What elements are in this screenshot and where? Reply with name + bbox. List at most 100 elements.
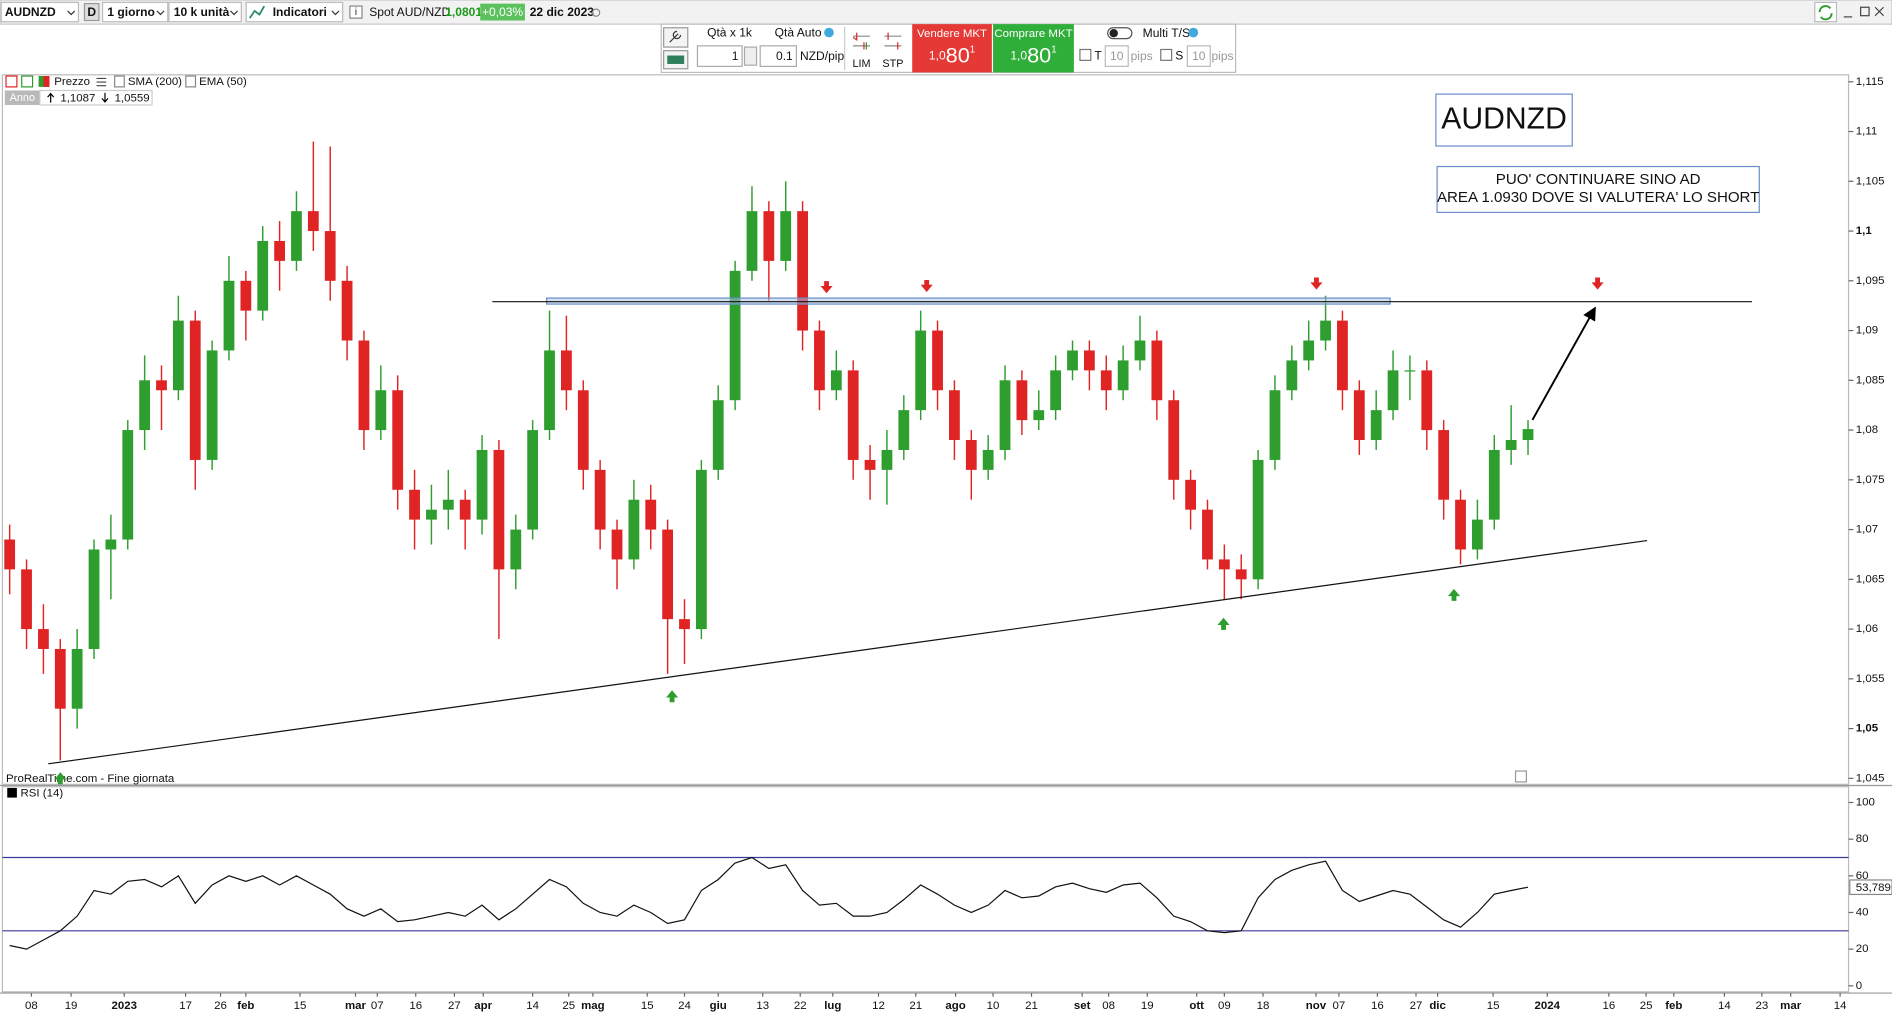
candle-body <box>999 380 1011 450</box>
sell-button[interactable]: Vendere MKT 1,0801 <box>912 24 992 73</box>
candle-body <box>729 270 741 401</box>
buy-button[interactable]: Comprare MKT 1,0801 <box>993 24 1074 73</box>
candle-body <box>1387 370 1399 411</box>
size-box[interactable] <box>168 1 242 23</box>
projection-arrow <box>1531 306 1597 421</box>
checkbox[interactable] <box>114 75 125 88</box>
candle-body <box>1151 340 1163 401</box>
tick-label: 16 <box>1371 1000 1384 1012</box>
candle-body <box>544 350 555 431</box>
period-code[interactable]: D <box>87 5 96 19</box>
legend-icon[interactable] <box>21 75 34 88</box>
tick-label: 1,065 <box>1856 573 1885 585</box>
tick-label: feb <box>237 1000 254 1012</box>
lim-icon[interactable] <box>853 35 870 47</box>
timeframe[interactable]: 1 giorno <box>107 5 155 19</box>
tick-label: 27 <box>1410 1000 1423 1012</box>
tick-label: 09 <box>1218 1000 1231 1012</box>
tick-label: 1,07 <box>1856 524 1878 536</box>
t-checkbox[interactable] <box>1079 48 1092 61</box>
s-input[interactable] <box>1186 45 1211 67</box>
multi: Multi T/S <box>1143 26 1190 40</box>
symbol-select[interactable]: AUDNZD <box>0 1 80 23</box>
price-legend: Prezzo SMA (200) EMA (50) Anno 1,1087 1,… <box>4 75 247 106</box>
legend-swatch <box>43 76 50 87</box>
qty-spinner[interactable] <box>743 46 758 66</box>
stp-icon[interactable] <box>884 35 902 47</box>
buy-bg[interactable] <box>993 24 1074 73</box>
buy-label[interactable]: Comprare MKT <box>994 28 1072 40</box>
s-value[interactable]: 10 <box>1192 49 1206 63</box>
candle-body <box>847 370 859 460</box>
info-icon[interactable] <box>349 5 363 19</box>
up-icon <box>47 92 55 103</box>
tick-label: 15 <box>641 1000 654 1012</box>
candle-body <box>426 509 437 520</box>
sell-bg[interactable] <box>912 24 992 73</box>
lim[interactable]: LIM <box>852 58 870 70</box>
tick-label: 21 <box>909 1000 922 1012</box>
lim-icon-arrows <box>852 32 865 50</box>
candle-body <box>189 320 201 460</box>
t-input[interactable] <box>1104 45 1129 67</box>
candle-body <box>206 350 218 460</box>
checkbox[interactable] <box>185 75 197 88</box>
tick-label: lug <box>824 1000 841 1012</box>
symbol[interactable]: AUDNZD <box>5 5 56 19</box>
sell-label[interactable]: Vendere MKT <box>917 28 987 40</box>
candle-body <box>662 529 674 620</box>
timeframe-box[interactable] <box>101 1 169 23</box>
candle-body <box>932 330 943 391</box>
info-icon[interactable] <box>1514 770 1527 783</box>
qty-auto[interactable]: Qtà Auto <box>775 25 822 39</box>
candle-body <box>223 280 235 351</box>
size[interactable]: 10 k unità <box>174 5 230 19</box>
candle-body <box>1404 370 1416 372</box>
up-arrow <box>1217 617 1230 630</box>
settings-button[interactable] <box>663 27 689 48</box>
t-value[interactable]: 10 <box>1110 49 1124 63</box>
candle-body <box>577 390 589 470</box>
date: 22 dic 2023 <box>530 5 595 19</box>
restore[interactable] <box>1860 6 1870 17</box>
tick-label: 07 <box>1333 1000 1346 1012</box>
wrench-icon <box>669 30 682 43</box>
close[interactable] <box>1874 6 1884 17</box>
symbol-box[interactable] <box>0 1 80 23</box>
help-icon[interactable] <box>1188 27 1199 38</box>
legend-icon[interactable] <box>5 75 18 88</box>
indicators-box[interactable] <box>245 1 344 23</box>
tick-label: 10 <box>987 1000 1000 1012</box>
t-label: T <box>1094 48 1102 62</box>
qty-input[interactable] <box>696 45 743 67</box>
candle-body <box>510 529 522 570</box>
period-box[interactable] <box>83 3 100 22</box>
stp-icon-arrows <box>887 32 899 50</box>
candle-body <box>291 211 302 261</box>
candle-body <box>527 430 539 530</box>
pip-input[interactable] <box>759 45 797 67</box>
candle-body <box>763 211 775 261</box>
indicators[interactable]: Indicatori <box>273 5 327 19</box>
candle-body <box>307 211 319 232</box>
candle-body <box>679 619 690 630</box>
qty[interactable]: 1 <box>732 49 739 63</box>
buy-price[interactable]: 1,0801 <box>1010 42 1056 67</box>
tick-label: 13 <box>756 1000 769 1012</box>
info-i: i <box>355 7 357 18</box>
candle-body <box>1320 320 1331 341</box>
candle-body <box>257 240 269 311</box>
stp[interactable]: STP <box>882 58 903 70</box>
candle-body <box>105 539 117 550</box>
help-icon[interactable] <box>824 27 834 38</box>
down-arrow <box>1591 277 1604 290</box>
order-panel: Qtà x 1k Qtà Auto 1 0.1 NZD/pip LIM STP … <box>660 23 1237 74</box>
sell-price[interactable]: 1,0801 <box>929 42 975 67</box>
list-icon[interactable] <box>96 77 107 87</box>
candle-body <box>1235 569 1247 580</box>
candle-body <box>274 240 285 261</box>
candle-body <box>1303 340 1315 361</box>
pip-value[interactable]: 0.1 <box>776 49 793 63</box>
refresh-icon <box>1818 5 1833 21</box>
s-checkbox[interactable] <box>1160 48 1173 61</box>
